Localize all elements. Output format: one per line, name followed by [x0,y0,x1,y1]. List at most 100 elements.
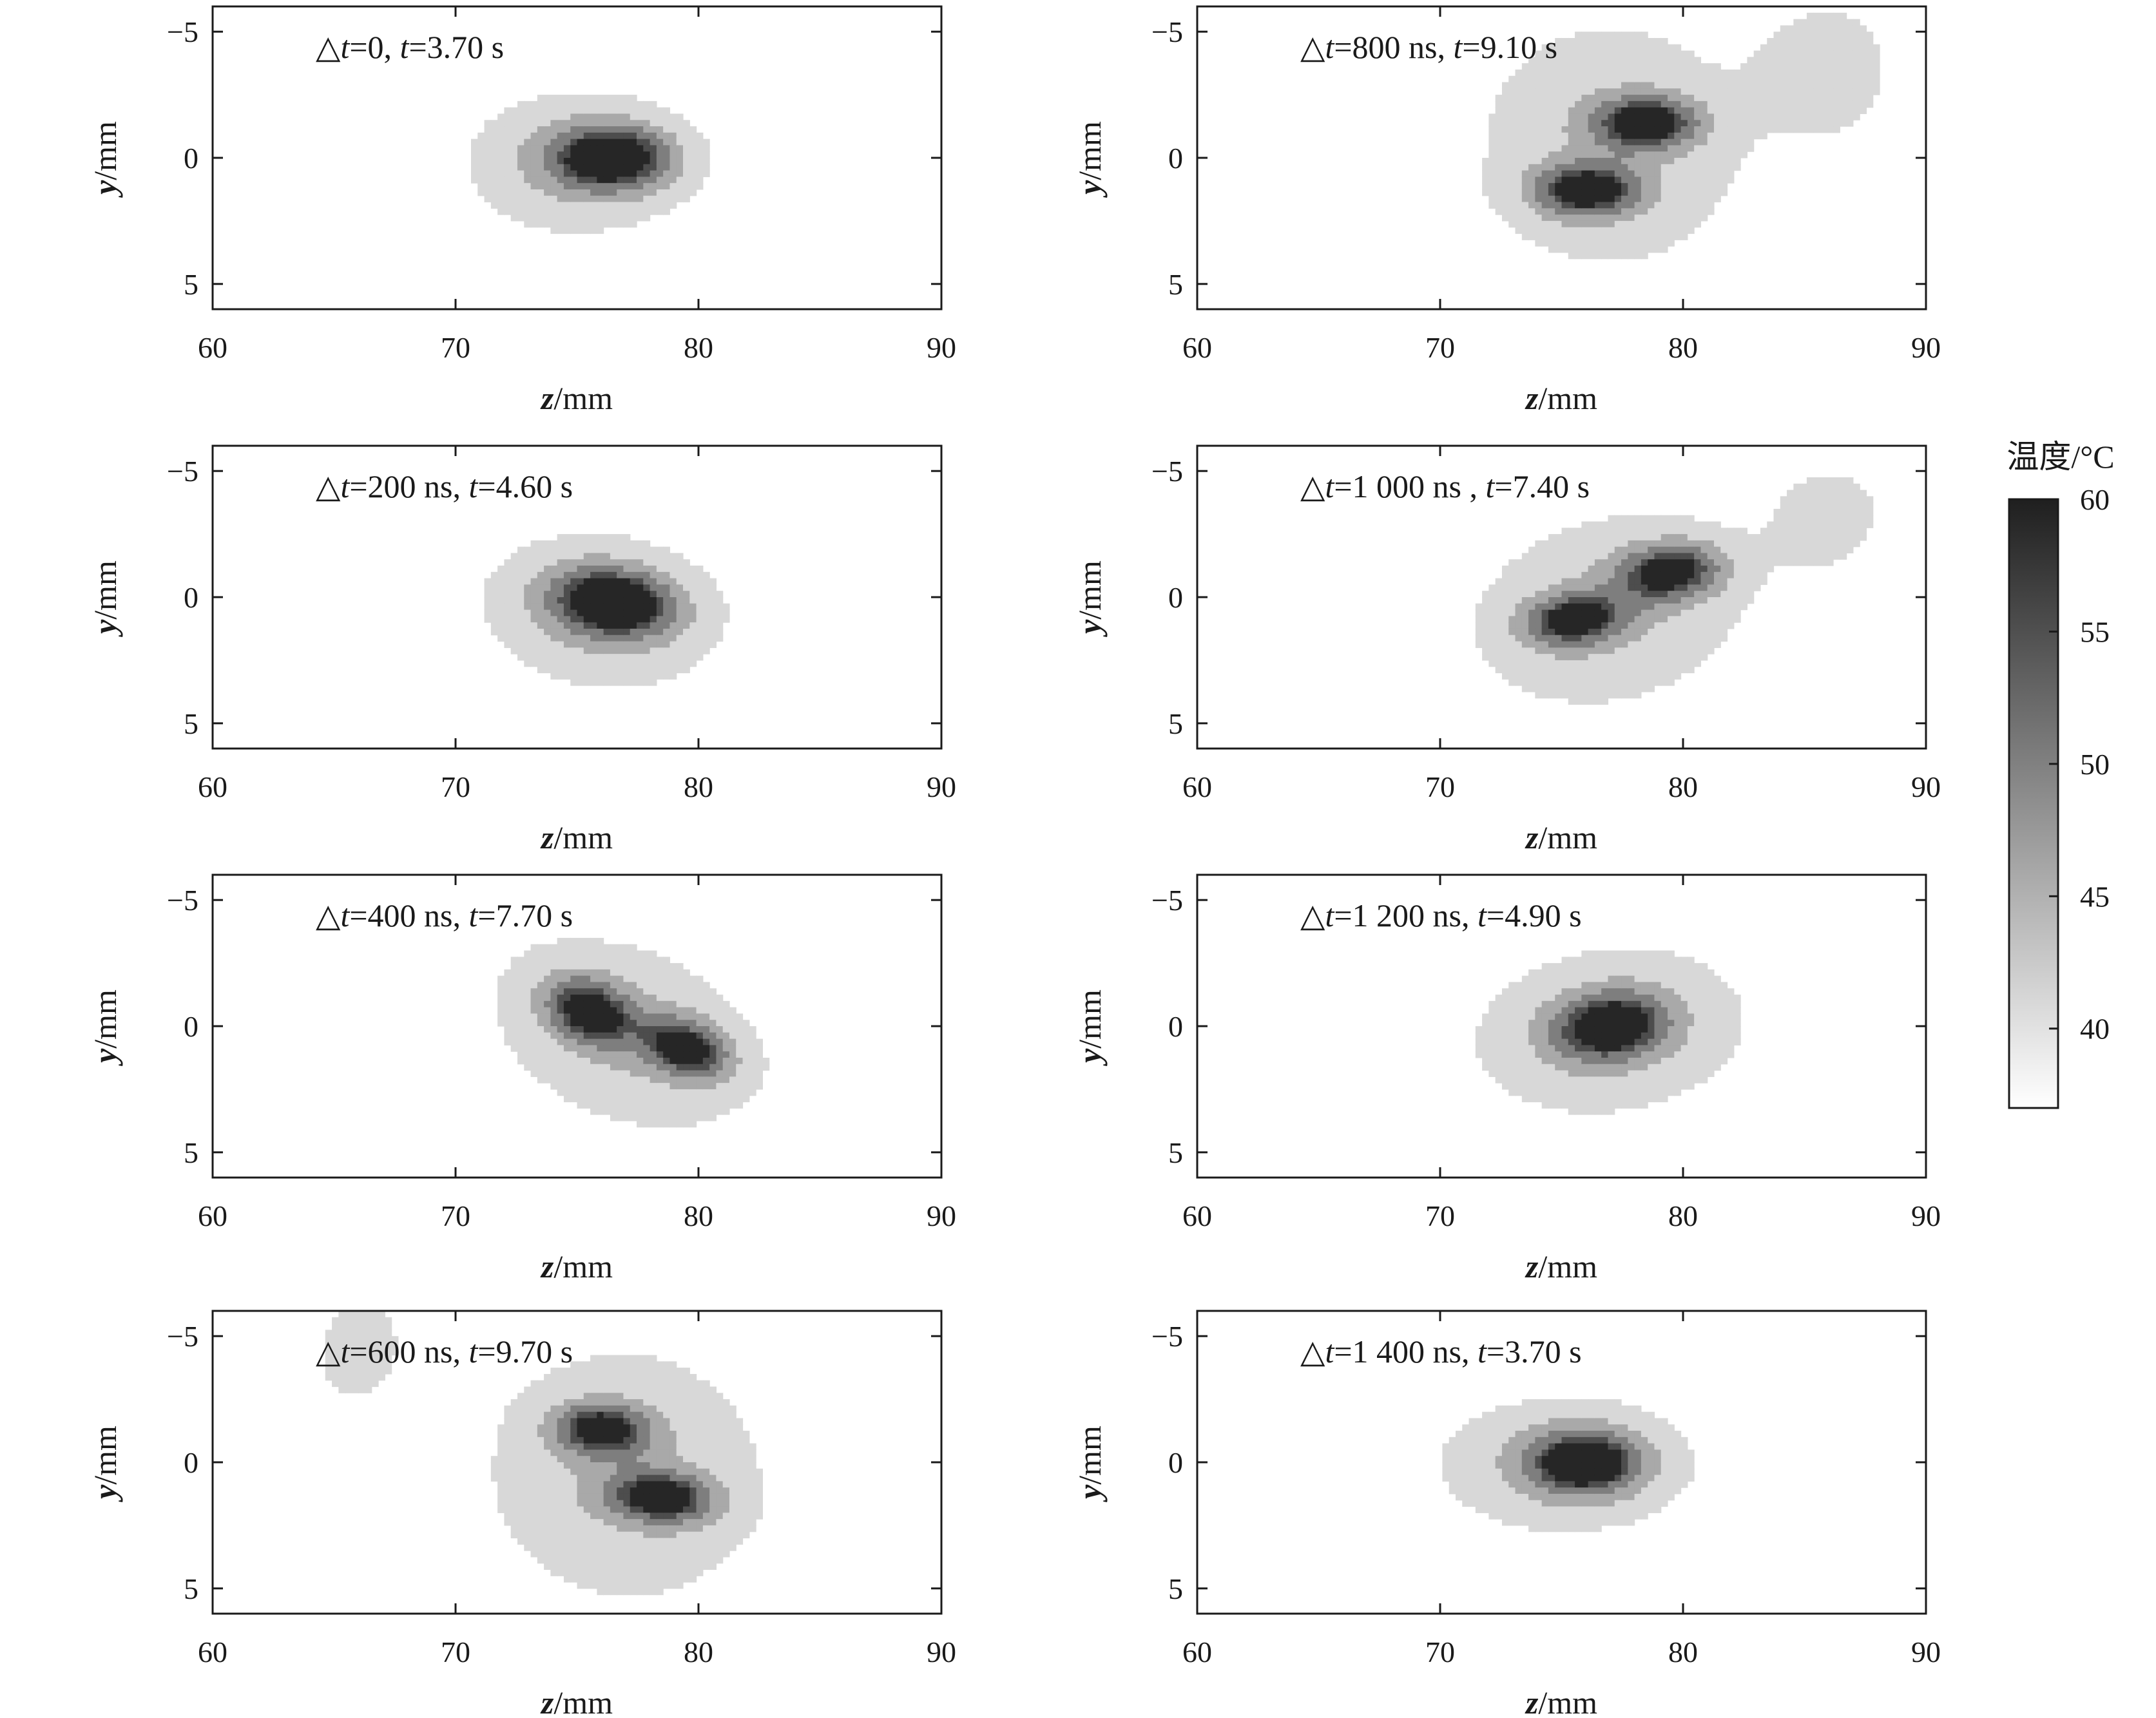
contour-cell [683,1013,690,1020]
contour-cell [617,164,624,171]
contour-cell [749,1064,756,1071]
contour-cell [1860,528,1867,535]
contour-cell [530,164,538,171]
contour-cell [1760,559,1767,566]
contour-cell [1853,100,1860,108]
contour-cell [1648,95,1655,102]
contour-cell [663,195,671,203]
contour-cell [1773,540,1781,548]
contour-cell [1668,202,1675,209]
contour-cell [617,208,624,215]
contour-cell [663,1114,671,1121]
contour-cell [1555,584,1563,591]
contour-cell [1561,88,1569,95]
contour-cell [1700,75,1708,83]
contour-cell [603,975,611,983]
contour-cell [736,1032,744,1040]
contour-cell [603,195,611,203]
contour-cell [1575,528,1582,535]
contour-cell [537,132,544,140]
contour-cell [1594,107,1602,115]
contour-cell [736,1051,744,1058]
contour-cell [1521,666,1529,674]
contour-cell [1694,641,1702,648]
contour-cell [1555,151,1563,158]
contour-cell [1648,113,1655,120]
contour-cell [1568,628,1575,636]
contour-cell [517,628,525,636]
contour-cell [1860,496,1867,503]
contour-cell [577,1102,584,1109]
contour-cell [610,189,617,196]
contour-cell [637,553,644,560]
contour-cell [1495,95,1503,102]
contour-cell [643,635,651,642]
contour-cell [557,609,564,616]
contour-cell [1581,246,1589,253]
contour-cell [676,566,684,573]
contour-cell [696,1083,704,1090]
contour-cell [603,177,611,184]
contour-cell [630,170,637,177]
contour-cell [1833,126,1840,133]
contour-cell [643,189,651,196]
contour-cell [1641,170,1648,177]
contour-cell [590,107,597,115]
contour-cell [1767,126,1775,133]
contour-cell [1648,591,1655,598]
contour-cell [702,622,710,629]
contour-cell [1535,63,1543,70]
contour-cell [1860,521,1867,528]
contour-cell [676,195,684,203]
contour-cell [610,597,617,604]
contour-cell [643,126,651,133]
contour-cell [1634,616,1642,623]
contour-cell [1767,107,1775,115]
contour-cell [1628,685,1635,692]
contour-cell [1548,195,1555,203]
contour-cell [550,982,558,989]
contour-cell [577,1000,584,1008]
contour-cell [630,975,637,983]
contour-cell [1528,660,1535,667]
contour-cell [1601,584,1609,591]
contour-cell [570,138,578,146]
contour-cell [1548,622,1555,629]
contour-cell [1833,528,1840,535]
contour-cell [1528,553,1535,560]
contour-cell [1668,151,1675,158]
contour-cell [603,164,611,171]
x-tick-label: 60 [198,331,227,364]
contour-cell [550,1070,558,1077]
contour-cell [557,1089,564,1096]
contour-cell [524,969,532,977]
contour-cell [630,647,637,654]
contour-cell [563,170,571,177]
contour-cell [570,546,578,554]
contour-cell [1787,528,1794,535]
contour-cell [1733,126,1741,133]
contour-cell [537,1026,544,1033]
contour-cell [530,126,538,133]
contour-cell [570,666,578,674]
contour-cell [1740,571,1747,579]
contour-cell [1621,578,1628,586]
contour-cell [696,1102,704,1109]
contour-cell [1634,635,1642,642]
contour-cell [530,988,538,995]
contour-cell [590,1095,597,1103]
contour-cell [1634,521,1642,528]
contour-cell [656,988,664,995]
contour-cell [1601,32,1609,39]
contour-cell [663,571,671,579]
contour-cell [1634,120,1642,127]
contour-cell [1674,95,1682,102]
contour-cell [570,220,578,228]
contour-cell [1660,100,1668,108]
contour-cell [1753,584,1761,591]
contour-cell [617,647,624,654]
contour-cell [570,534,578,541]
contour-cell [656,138,664,146]
contour-cell [1501,170,1509,177]
contour-cell [1515,591,1523,598]
